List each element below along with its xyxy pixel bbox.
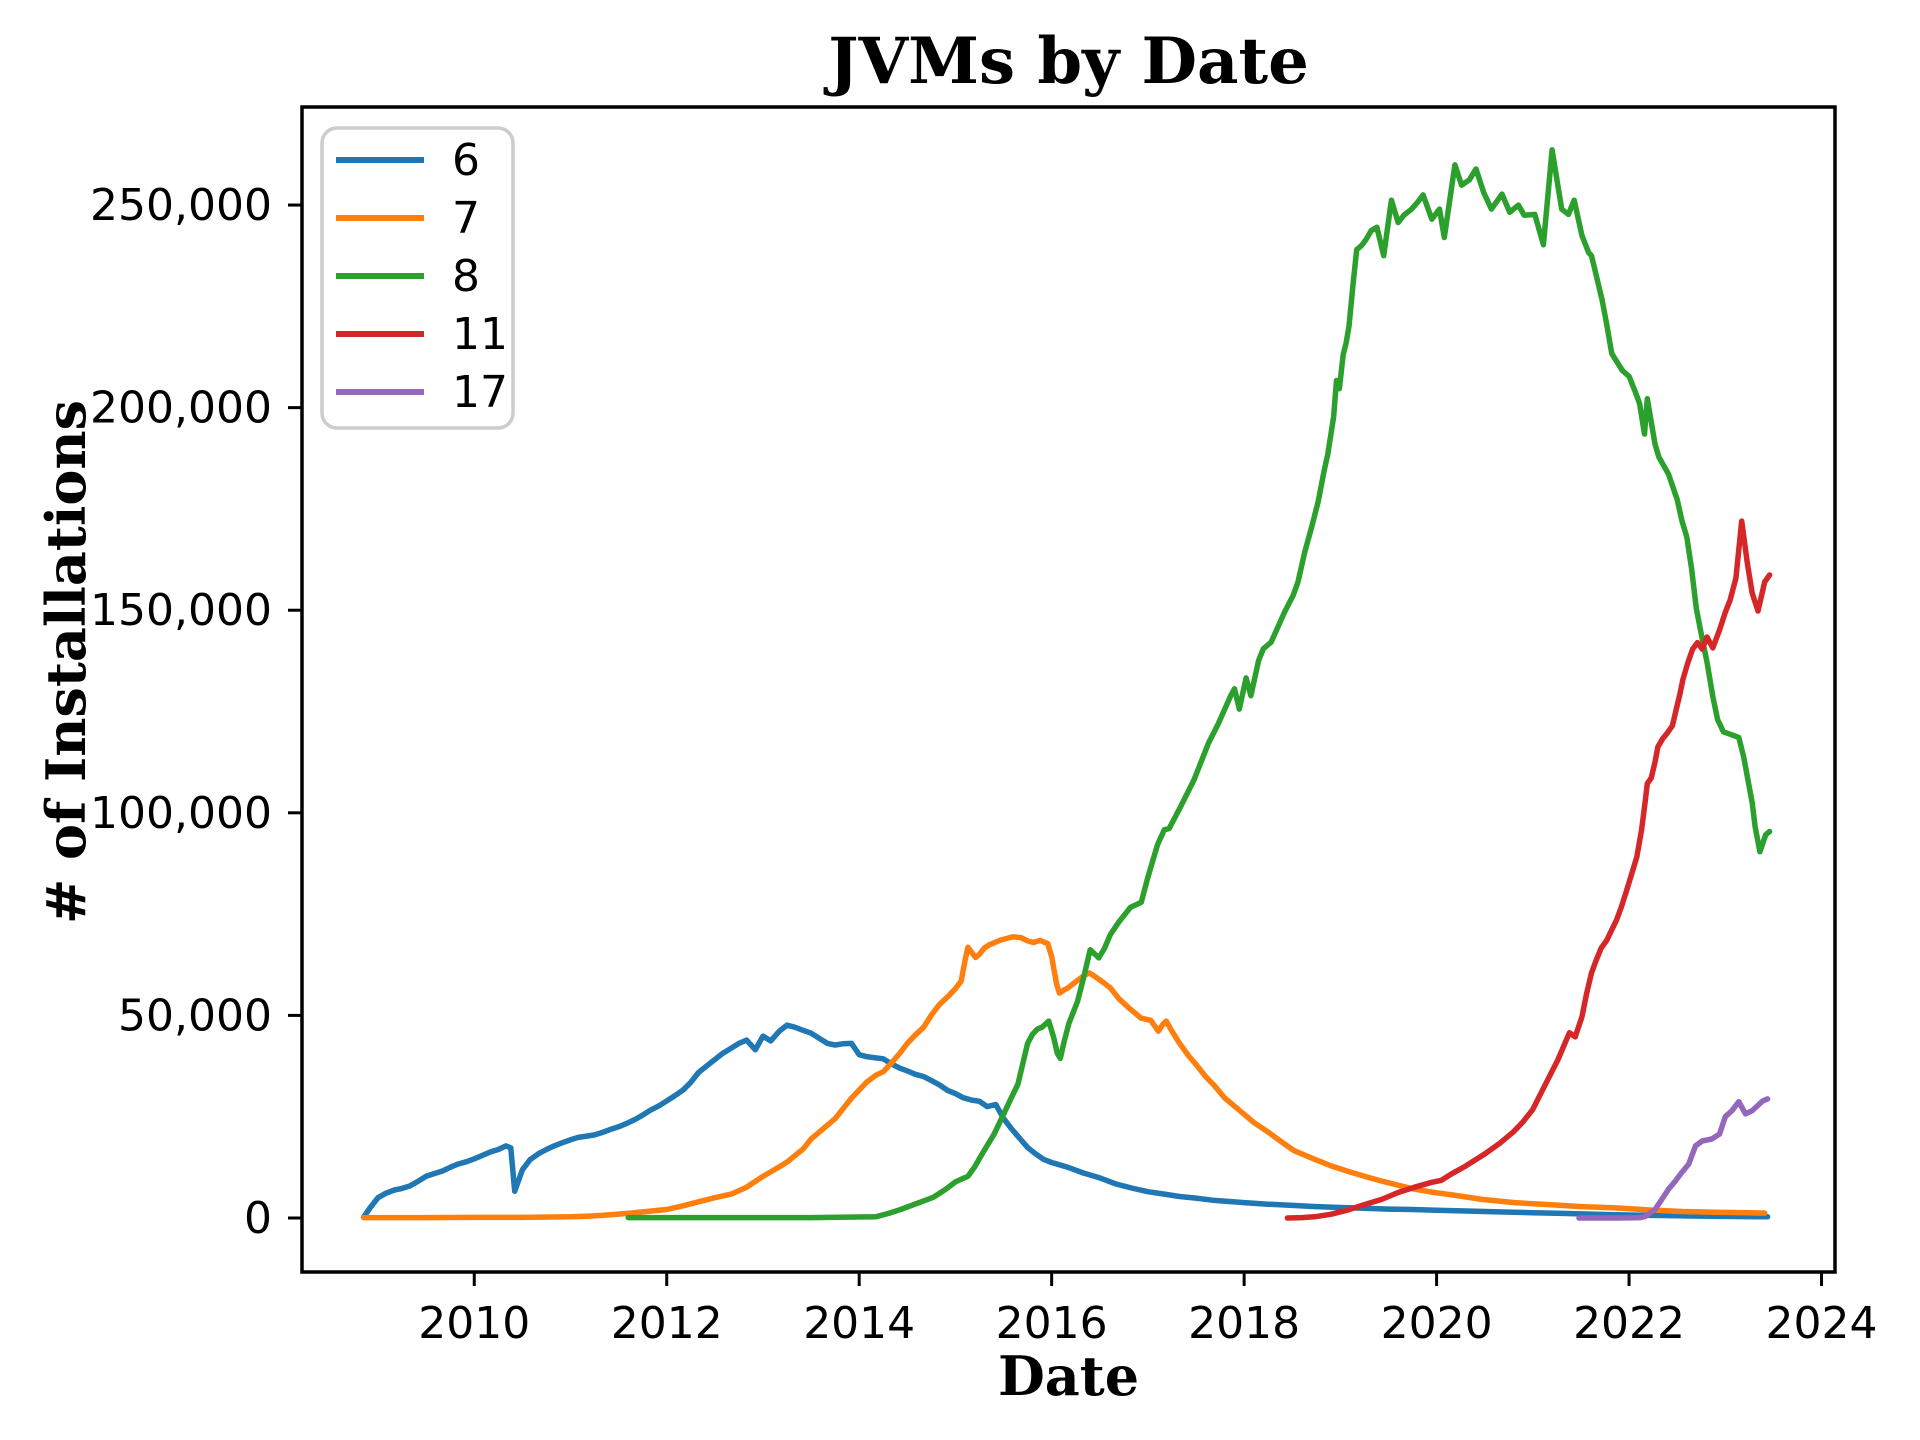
legend-label-8: 8 xyxy=(452,251,480,302)
x-tick-label-2016: 2016 xyxy=(996,1298,1108,1349)
x-tick-label-2024: 2024 xyxy=(1766,1298,1878,1349)
y-tick-label-0: 0 xyxy=(244,1193,272,1244)
legend-label-17: 17 xyxy=(452,367,508,418)
series-line-11 xyxy=(1284,518,1773,1221)
series-line-6 xyxy=(360,1022,1771,1220)
y-tick-label-50,000: 50,000 xyxy=(118,990,272,1041)
series-line-8 xyxy=(625,147,1773,1221)
y-tick-label-200,000: 200,000 xyxy=(90,383,272,434)
x-axis-label: Date xyxy=(997,1344,1140,1408)
y-tick-label-250,000: 250,000 xyxy=(90,180,272,231)
x-tick-label-2014: 2014 xyxy=(803,1298,915,1349)
x-tick-label-2020: 2020 xyxy=(1381,1298,1493,1349)
legend-label-6: 6 xyxy=(452,135,480,186)
series-line-17 xyxy=(1576,1096,1771,1221)
legend-label-11: 11 xyxy=(452,309,508,360)
legend-label-7: 7 xyxy=(452,193,480,244)
x-tick-label-2012: 2012 xyxy=(611,1298,723,1349)
x-tick-label-2022: 2022 xyxy=(1573,1298,1685,1349)
axes-spines xyxy=(300,105,1837,1274)
x-tick-label-2018: 2018 xyxy=(1188,1298,1300,1349)
chart-title: JVMs by Date xyxy=(828,24,1309,99)
y-tick-label-100,000: 100,000 xyxy=(90,788,272,839)
x-tick-label-2010: 2010 xyxy=(418,1298,530,1349)
series-line-7 xyxy=(360,934,1768,1221)
y-tick-label-150,000: 150,000 xyxy=(90,585,272,636)
